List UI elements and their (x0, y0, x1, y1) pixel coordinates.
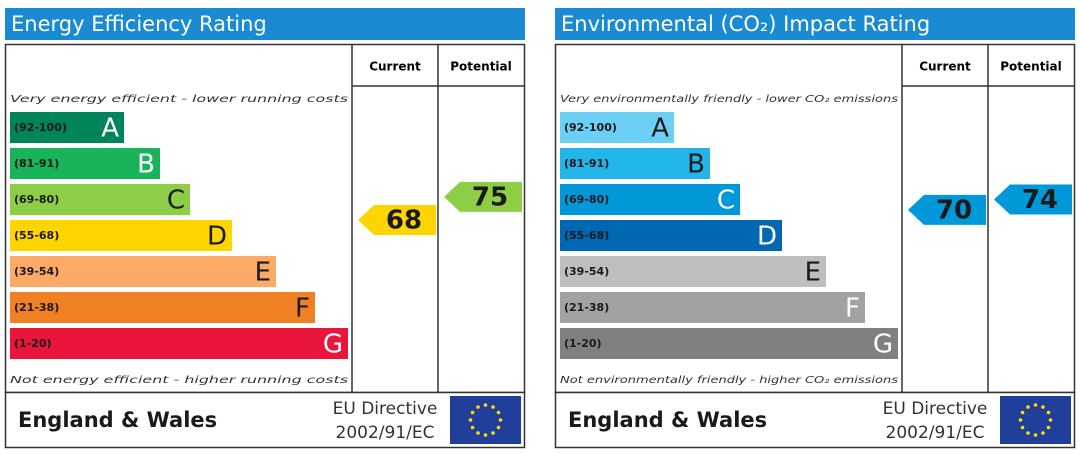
flag-star (496, 410, 501, 415)
rating-band (560, 256, 826, 287)
band-range: (81-91) (14, 157, 59, 170)
directive-code: 2002/91/EC (336, 423, 435, 443)
top-note: Very energy efficient - lower running co… (10, 94, 348, 105)
panel-title: Energy Efficiency Rating (11, 12, 267, 36)
flag-star (1048, 418, 1053, 422)
title-bar (5, 8, 525, 40)
rating-band (10, 328, 348, 359)
rating-band (10, 220, 232, 251)
flag-star (498, 418, 503, 422)
rating-panel: Environmental (CO₂) Impact Rating Current… (554, 8, 1076, 449)
rating-band (560, 112, 674, 143)
band-range: (55-68) (564, 229, 609, 242)
top-note: Very environmentally friendly - lower CO… (560, 94, 898, 105)
flag-star (476, 405, 480, 409)
rating-band (560, 148, 710, 179)
region: England & Wales (18, 408, 217, 432)
band-letter: G (873, 330, 893, 360)
rating-band (10, 184, 190, 215)
flag-star (1020, 410, 1025, 415)
band-range: (1-20) (14, 337, 52, 350)
title-bar (555, 8, 1075, 40)
rating-band (560, 292, 865, 323)
band-range: (21-38) (14, 301, 59, 314)
rating-arrow (358, 205, 436, 235)
flag-star (491, 405, 495, 409)
band-range: (39-54) (14, 265, 59, 278)
band-letter: D (207, 222, 227, 252)
flag-star (470, 410, 475, 415)
flag-star (1018, 418, 1023, 422)
flag-star (1026, 405, 1030, 409)
flag-star (476, 431, 480, 435)
band-range: (69-80) (14, 193, 59, 206)
band-letter: A (101, 114, 119, 144)
flag-star (483, 403, 488, 407)
band-letter: G (323, 330, 343, 360)
band-range: (69-80) (564, 193, 609, 206)
flag-star (1020, 425, 1025, 430)
bottom-note: Not environmentally friendly - higher CO… (560, 375, 898, 386)
band-letter: B (687, 150, 705, 180)
bottom-note: Not energy efficient - higher running co… (10, 375, 348, 386)
band-letter: A (651, 114, 669, 144)
band-letter: B (137, 150, 155, 180)
directive-code: 2002/91/EC (886, 423, 985, 443)
rating-arrow (908, 194, 986, 225)
band-letter: C (717, 186, 735, 216)
rating-band (10, 112, 124, 143)
column-header: Potential (1000, 60, 1062, 74)
flag-star (1026, 431, 1030, 435)
flag-star (483, 433, 488, 437)
band-letter: D (757, 222, 777, 252)
rating-band (560, 328, 898, 359)
band-letter: F (295, 294, 310, 324)
band-letter: E (805, 258, 821, 288)
band-range: (39-54) (564, 265, 609, 278)
flag-star (468, 418, 473, 422)
flag-star (1033, 433, 1038, 437)
rating-band (10, 256, 276, 287)
flag-star (1046, 410, 1051, 415)
column-header: Potential (450, 60, 512, 74)
band-range: (1-20) (564, 337, 602, 350)
rating-band (560, 184, 740, 215)
rating-value: 74 (1022, 185, 1058, 215)
flag-star (491, 431, 495, 435)
rating-value: 75 (472, 182, 508, 212)
rating-arrow (444, 181, 522, 212)
rating-band (560, 220, 782, 251)
band-range: (55-68) (14, 229, 59, 242)
band-letter: F (845, 294, 860, 324)
column-header: Current (369, 60, 421, 74)
band-range: (92-100) (14, 121, 67, 134)
band-range: (92-100) (564, 121, 617, 134)
footer-box (4, 391, 526, 449)
column-header: Current (919, 60, 971, 74)
rating-arrow (994, 184, 1072, 215)
flag-star (1033, 403, 1038, 407)
flag-star (1041, 431, 1045, 435)
rating-band (10, 292, 315, 323)
flag-star (1046, 425, 1051, 430)
rating-value: 70 (936, 195, 972, 225)
directive: EU Directive (883, 399, 988, 419)
band-range: (21-38) (564, 301, 609, 314)
directive: EU Directive (333, 399, 438, 419)
footer-box (554, 391, 1076, 449)
rating-band (10, 148, 160, 179)
flag-star (470, 425, 475, 430)
region: England & Wales (568, 408, 767, 432)
band-letter: C (167, 186, 185, 216)
flag-star (496, 425, 501, 430)
rating-panel: Energy Efficiency Rating Current Potential… (4, 8, 526, 449)
band-letter: E (255, 258, 271, 288)
flag-star (1041, 405, 1045, 409)
rating-value: 68 (386, 206, 422, 236)
band-range: (81-91) (564, 157, 609, 170)
panel-title: Environmental (CO₂) Impact Rating (561, 12, 930, 36)
